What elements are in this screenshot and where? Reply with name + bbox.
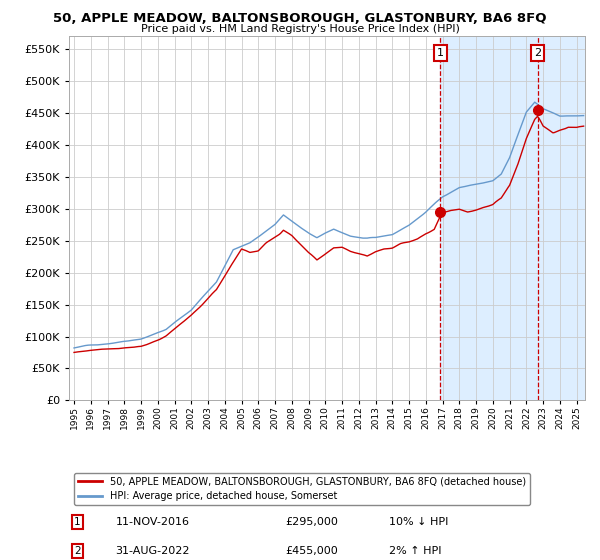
Text: 2: 2: [534, 48, 541, 58]
Bar: [440, 36, 589, 400]
Text: 1: 1: [437, 48, 444, 58]
Text: 11-NOV-2016: 11-NOV-2016: [115, 517, 190, 527]
Text: 50, APPLE MEADOW, BALTONSBOROUGH, GLASTONBURY, BA6 8FQ: 50, APPLE MEADOW, BALTONSBOROUGH, GLASTO…: [53, 12, 547, 25]
Text: 31-AUG-2022: 31-AUG-2022: [115, 546, 190, 556]
Text: 1: 1: [74, 517, 81, 527]
Text: £455,000: £455,000: [286, 546, 338, 556]
Text: Price paid vs. HM Land Registry's House Price Index (HPI): Price paid vs. HM Land Registry's House …: [140, 24, 460, 34]
Text: £295,000: £295,000: [286, 517, 338, 527]
Legend: 50, APPLE MEADOW, BALTONSBOROUGH, GLASTONBURY, BA6 8FQ (detached house), HPI: Av: 50, APPLE MEADOW, BALTONSBOROUGH, GLASTO…: [74, 473, 530, 505]
Text: 2: 2: [74, 546, 81, 556]
Text: 2% ↑ HPI: 2% ↑ HPI: [389, 546, 442, 556]
Text: 10% ↓ HPI: 10% ↓ HPI: [389, 517, 448, 527]
